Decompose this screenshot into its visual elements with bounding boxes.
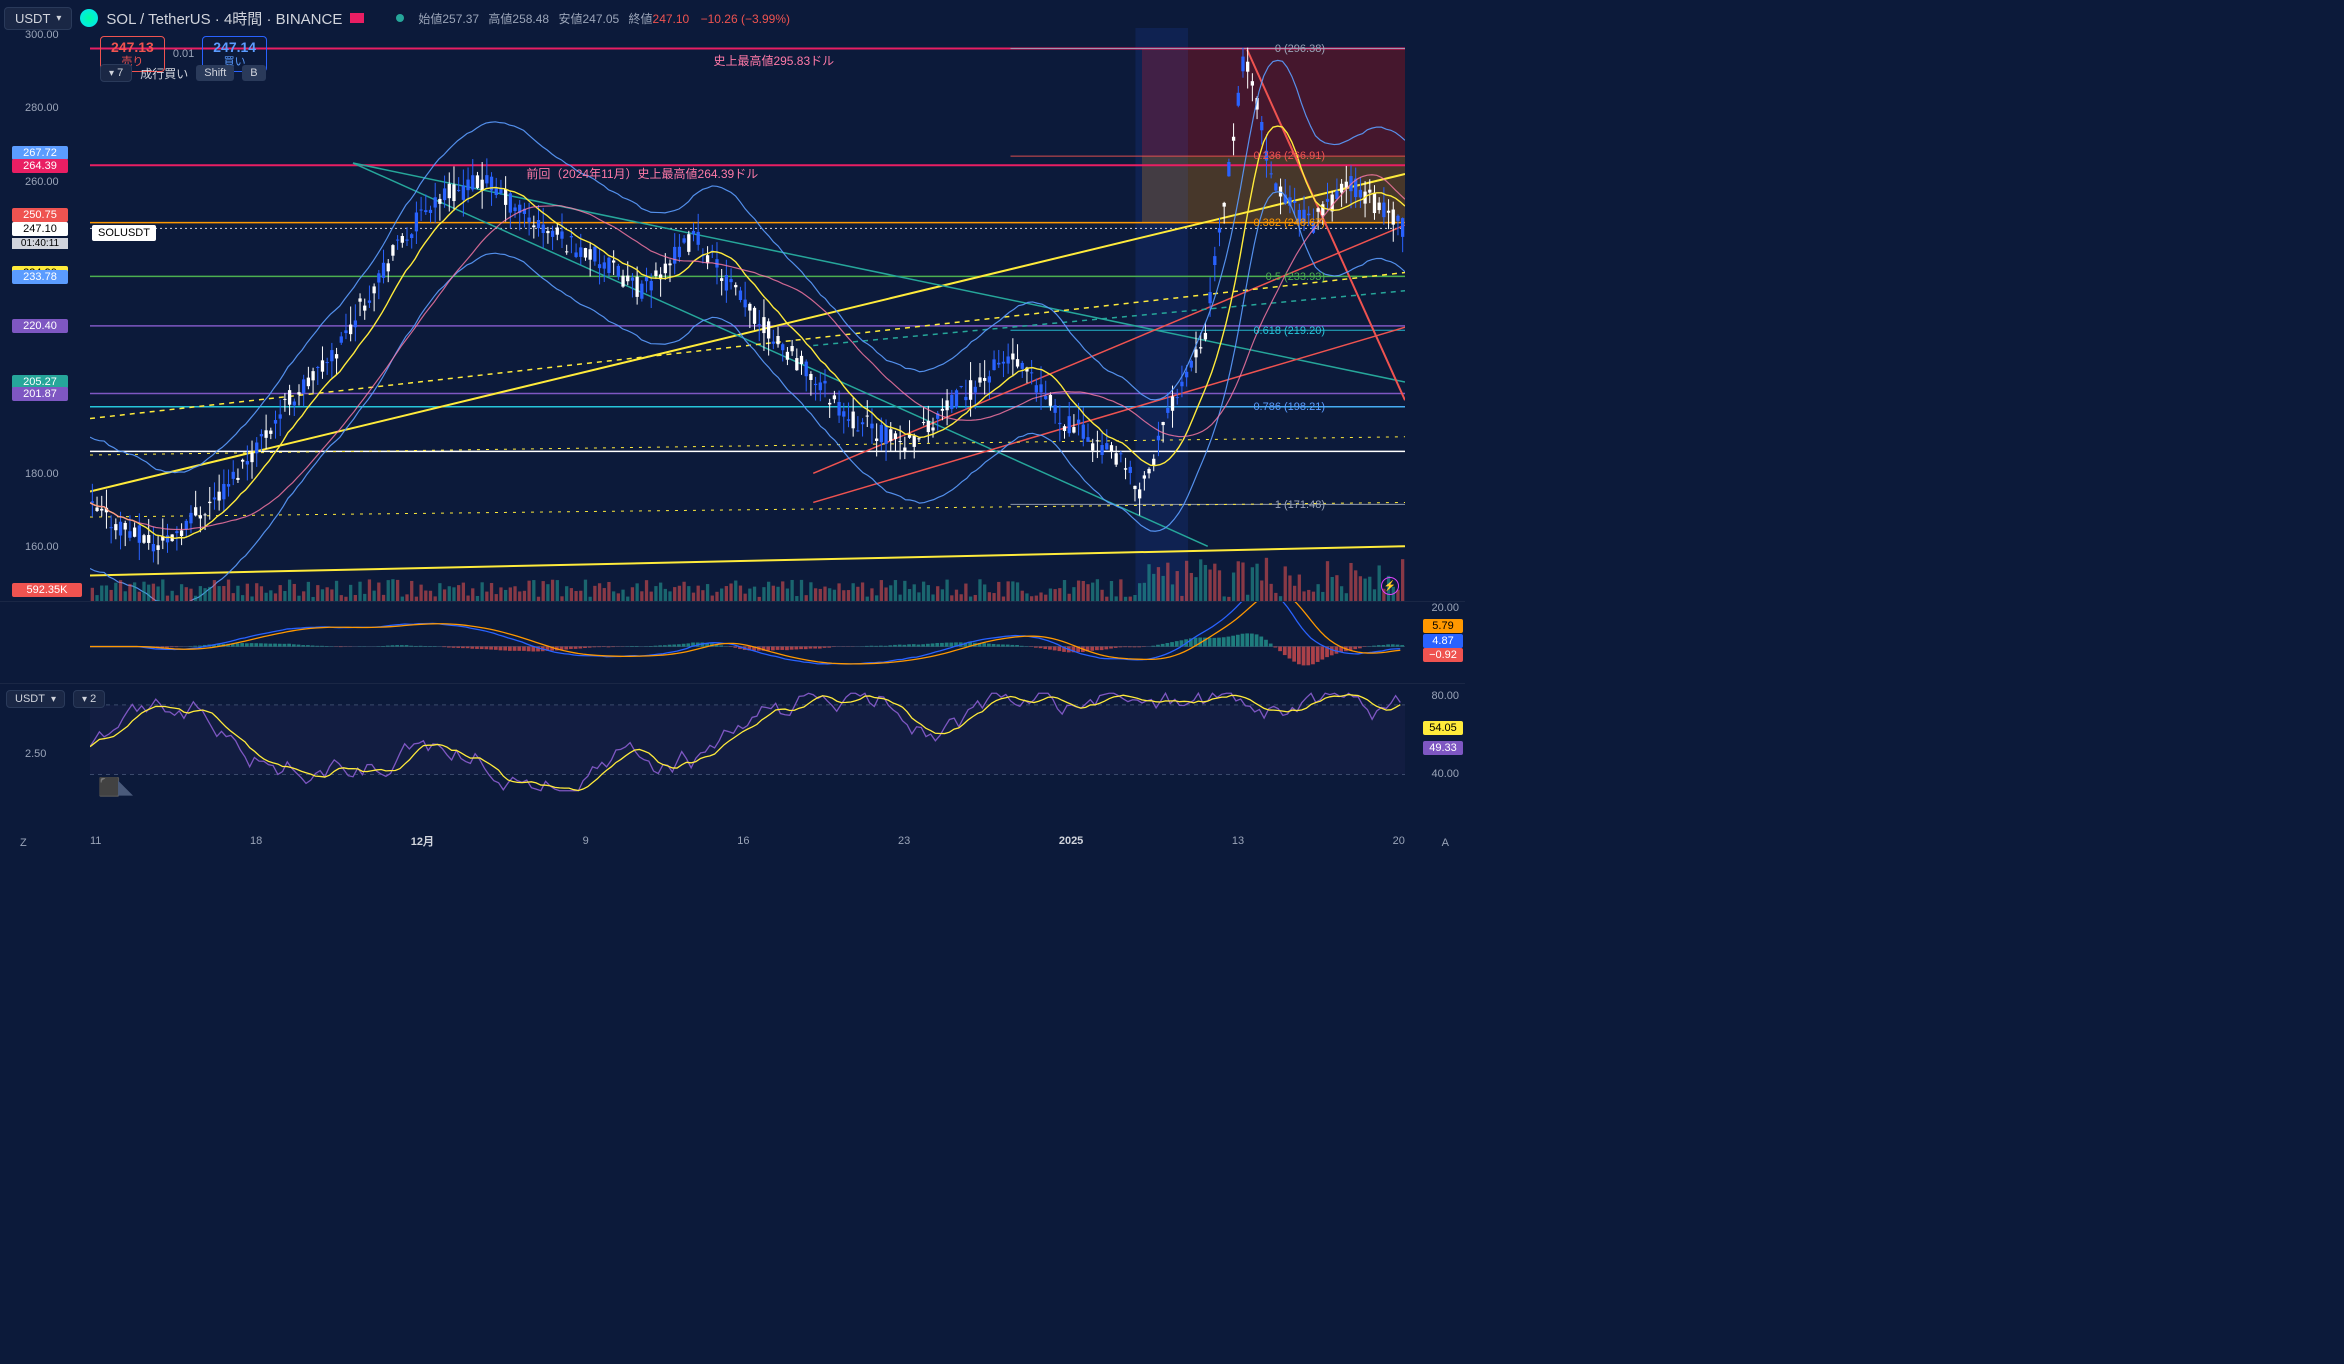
fib-label: 0.382 (248.67) [1253, 217, 1325, 229]
chevron-down-icon: ▾ [82, 694, 87, 705]
fib-label: 0.786 (198.21) [1253, 401, 1325, 413]
time-tick: 12月 [411, 833, 434, 849]
stoch-currency-dropdown[interactable]: USDT ▾ [6, 690, 65, 708]
flag-icon [350, 13, 364, 23]
stoch-pane[interactable]: USDT ▾ ▾ 2 2.50 ⬛◣ 80.0040.0054.0549.33 [0, 684, 1465, 800]
price-tag: 247.10 [12, 222, 68, 236]
market-open-dot [396, 14, 404, 22]
axis-tick: 160.00 [25, 541, 59, 553]
chevron-down-icon: ▾ [56, 13, 61, 24]
chevron-down-icon: ▾ [51, 694, 56, 705]
price-axis[interactable]: 160.00180.00260.00280.00300.00267.72264.… [0, 28, 90, 601]
fib-label: 0 (296.38) [1275, 43, 1325, 55]
time-axis[interactable]: 11 18 12月 9 16 23 2025 13 20 [90, 829, 1405, 853]
lightning-icon[interactable]: ⚡ [1381, 577, 1399, 595]
main-chart-pane[interactable]: 160.00180.00260.00280.00300.00267.72264.… [0, 28, 1465, 602]
time-tick: 2025 [1059, 835, 1083, 847]
shortcut-shift-key: Shift [196, 65, 234, 81]
countdown-tag: 01:40:11 [12, 238, 68, 249]
quantity-dropdown[interactable]: ▾ 7 [100, 64, 132, 82]
chevron-down-icon: ▾ [109, 68, 114, 79]
time-tick: 20 [1393, 835, 1405, 847]
fib-label: 1 (171.48) [1275, 499, 1325, 511]
price-tag: 201.87 [12, 387, 68, 401]
shortcut-b-key: B [242, 65, 265, 81]
axis-tick: 260.00 [25, 176, 59, 188]
time-tick: 23 [898, 835, 910, 847]
stoch-value-tag: 49.33 [1423, 741, 1463, 755]
price-tag: 220.40 [12, 319, 68, 333]
ohlc-readout: 始値257.37 高値258.48 安値247.05 終値247.10 −10.… [412, 10, 790, 27]
timezone-indicator[interactable]: Z [20, 837, 27, 849]
market-buy-label: 成行買い [140, 65, 188, 82]
time-tick: 13 [1232, 835, 1244, 847]
time-tick: 18 [250, 835, 262, 847]
axis-tick: 180.00 [25, 468, 59, 480]
macd-value-tag: −0.92 [1423, 648, 1463, 662]
tradingview-logo: ⬛◣ [98, 777, 130, 798]
volume-tag: 592.35K [12, 583, 82, 597]
price-tag: 264.39 [12, 159, 68, 173]
price-tag: 250.75 [12, 208, 68, 222]
coin-icon [80, 9, 98, 27]
macd-pane[interactable]: 20.005.794.87−0.92 [0, 602, 1465, 684]
price-tag: 233.78 [12, 270, 68, 284]
symbol-badge: SOLUSDT [92, 225, 156, 241]
chart-annotation: 前回（2024年11月）史上最高値264.39ドル [526, 165, 758, 182]
chart-annotation: 史上最高値295.83ドル [713, 52, 834, 69]
time-tick: 11 [90, 835, 101, 847]
quote-currency-dropdown[interactable]: USDT ▾ [4, 7, 72, 30]
fib-label: 0.618 (219.20) [1253, 325, 1325, 337]
macd-value-tag: 5.79 [1423, 619, 1463, 633]
stoch-qty-dropdown[interactable]: ▾ 2 [73, 690, 105, 708]
axis-tick: 280.00 [25, 102, 59, 114]
time-tick: 9 [583, 835, 589, 847]
symbol-title[interactable]: SOL / TetherUS · 4時間 · BINANCE [106, 8, 342, 29]
quote-currency-label: USDT [15, 11, 50, 26]
macd-value-tag: 4.87 [1423, 634, 1463, 648]
stoch-value-tag: 54.05 [1423, 721, 1463, 735]
fib-label: 0.5 (233.93) [1266, 271, 1325, 283]
time-tick: 16 [737, 835, 749, 847]
fib-label: 0.236 (266.91) [1253, 150, 1325, 162]
auto-scale-indicator[interactable]: A [1442, 837, 1449, 849]
spread-value: 0.01 [173, 48, 194, 60]
